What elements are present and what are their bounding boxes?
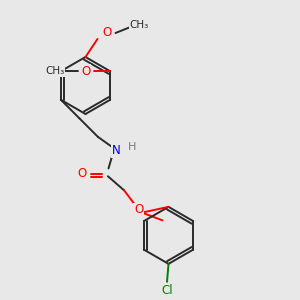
Text: O: O	[134, 203, 143, 216]
Text: H: H	[128, 142, 136, 152]
Text: CH₃: CH₃	[130, 20, 149, 30]
Text: O: O	[82, 65, 91, 78]
Text: Cl: Cl	[161, 284, 173, 297]
Text: O: O	[102, 26, 111, 39]
Text: O: O	[78, 167, 87, 180]
Text: N: N	[112, 144, 120, 157]
Text: CH₃: CH₃	[45, 66, 64, 76]
